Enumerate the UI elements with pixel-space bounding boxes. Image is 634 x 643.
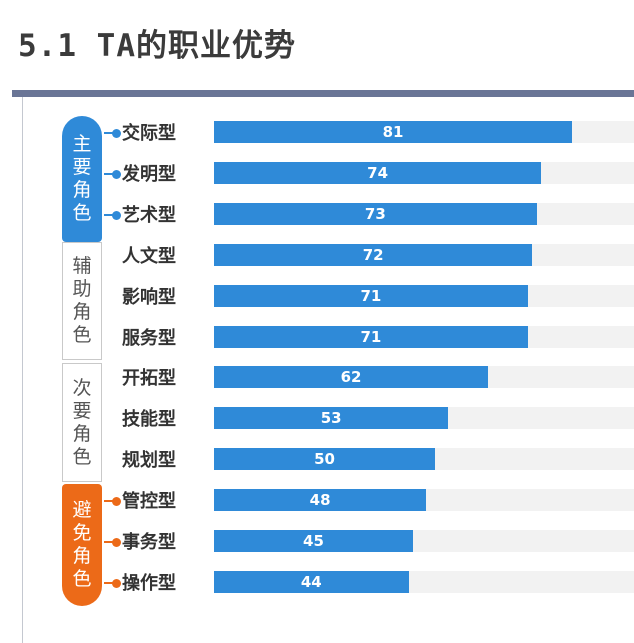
connector-line: [104, 541, 116, 543]
category-label: 影响型: [122, 287, 176, 308]
group-primary-char: 色: [72, 202, 92, 224]
bar: [214, 407, 449, 429]
category-label: 规划型: [122, 450, 176, 471]
group-primary-char: 主: [72, 133, 92, 155]
connector-dot: [112, 129, 121, 138]
category-label: 操作型: [122, 573, 176, 594]
bar: [214, 530, 413, 552]
category-label: 管控型: [122, 491, 176, 512]
group-auxiliary-char: 色: [72, 324, 92, 346]
group-primary-char: 角: [72, 179, 92, 201]
category-label: 交际型: [122, 123, 176, 144]
left-guide-line: [22, 97, 23, 643]
bar-value-label: 62: [340, 368, 362, 386]
group-avoid-char: 免: [72, 522, 92, 544]
group-auxiliary-role: 辅 助 角 色: [62, 242, 102, 360]
bar: [214, 162, 542, 184]
group-secondary-char: 次: [72, 376, 92, 399]
category-label: 技能型: [122, 409, 176, 430]
bar-value-label: 50: [314, 450, 335, 468]
bar: [214, 448, 436, 470]
group-primary-role: 主 要 角 色: [62, 116, 102, 242]
group-primary-char: 要: [72, 156, 92, 178]
group-secondary-char: 色: [72, 445, 92, 468]
bar: [214, 571, 409, 593]
group-secondary-char: 要: [72, 399, 92, 422]
header-divider: [12, 90, 634, 97]
connector-dot: [112, 579, 121, 588]
bar: [214, 366, 489, 388]
connector-line: [104, 173, 116, 175]
group-avoid-char: 角: [72, 545, 92, 567]
page-title: 5.1 TA的职业优势: [18, 28, 296, 64]
group-avoid-char: 避: [72, 499, 92, 521]
bar-value-label: 74: [367, 164, 389, 182]
connector-dot: [112, 538, 121, 547]
bar-value-label: 72: [362, 246, 384, 264]
bar-value-label: 73: [364, 205, 386, 223]
connector-dot: [112, 211, 121, 220]
connector-dot: [112, 497, 121, 506]
bar: [214, 203, 537, 225]
group-auxiliary-char: 助: [72, 278, 92, 300]
category-label: 事务型: [122, 532, 176, 553]
connector-dot: [112, 170, 121, 179]
bar-value-label: 48: [309, 491, 331, 509]
connector-line: [104, 214, 116, 216]
category-label: 发明型: [122, 164, 176, 185]
bar: [214, 489, 427, 511]
bar: [214, 285, 528, 307]
bar-value-label: 71: [360, 328, 382, 346]
category-label: 艺术型: [122, 205, 176, 226]
category-label: 服务型: [122, 328, 176, 349]
connector-line: [104, 582, 116, 584]
connector-line: [104, 132, 116, 134]
bar: [214, 326, 528, 348]
bar-value-label: 44: [300, 573, 322, 591]
bar: [214, 121, 573, 143]
group-secondary-role: 次 要 角 色: [62, 363, 102, 482]
category-label: 人文型: [122, 246, 176, 267]
group-secondary-char: 角: [72, 422, 92, 445]
category-label: 开拓型: [122, 368, 176, 389]
bar-value-label: 71: [360, 287, 382, 305]
connector-line: [104, 500, 116, 502]
group-avoid-role: 避 免 角 色: [62, 484, 102, 606]
group-auxiliary-char: 辅: [72, 255, 92, 277]
bar: [214, 244, 533, 266]
group-avoid-char: 色: [72, 568, 92, 590]
group-auxiliary-char: 角: [72, 301, 92, 323]
bar-value-label: 53: [320, 409, 342, 427]
bar-value-label: 45: [303, 532, 324, 550]
bar-value-label: 81: [382, 123, 404, 141]
